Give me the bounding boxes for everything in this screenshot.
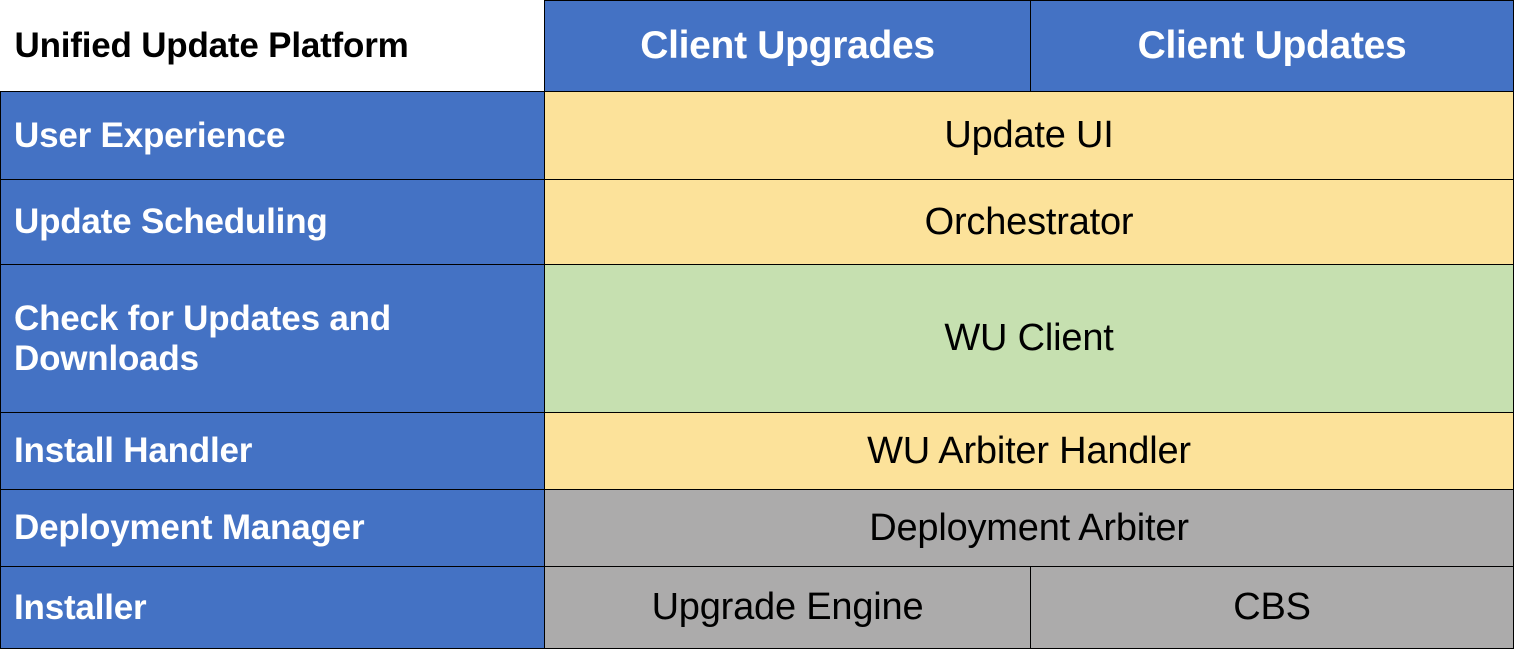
cell-wu-arbiter-handler: WU Arbiter Handler: [544, 412, 1514, 490]
cell-cbs: CBS: [1030, 566, 1514, 649]
row-label-install-handler: Install Handler: [0, 412, 545, 490]
table-header-row: Unified Update Platform Client Upgrades …: [0, 0, 1514, 92]
matrix-title-cell: Unified Update Platform: [0, 0, 545, 92]
table-row: User Experience Update UI: [0, 91, 1514, 180]
row-label-deployment-manager: Deployment Manager: [0, 489, 545, 567]
table-row: Update Scheduling Orchestrator: [0, 179, 1514, 265]
row-label-update-scheduling: Update Scheduling: [0, 179, 545, 265]
column-header-client-upgrades: Client Upgrades: [544, 0, 1031, 92]
table-row: Install Handler WU Arbiter Handler: [0, 412, 1514, 490]
row-label-installer: Installer: [0, 566, 545, 649]
cell-deployment-arbiter: Deployment Arbiter: [544, 489, 1514, 567]
cell-wu-client: WU Client: [544, 264, 1514, 413]
cell-orchestrator: Orchestrator: [544, 179, 1514, 265]
table-row: Check for Updates and Downloads WU Clien…: [0, 264, 1514, 413]
table-row: Deployment Manager Deployment Arbiter: [0, 489, 1514, 567]
cell-upgrade-engine: Upgrade Engine: [544, 566, 1031, 649]
cell-update-ui: Update UI: [544, 91, 1514, 180]
table-row: Installer Upgrade Engine CBS: [0, 566, 1514, 649]
column-header-client-updates: Client Updates: [1030, 0, 1514, 92]
row-label-user-experience: User Experience: [0, 91, 545, 180]
row-label-check-for-updates-and-downloads: Check for Updates and Downloads: [0, 264, 545, 413]
